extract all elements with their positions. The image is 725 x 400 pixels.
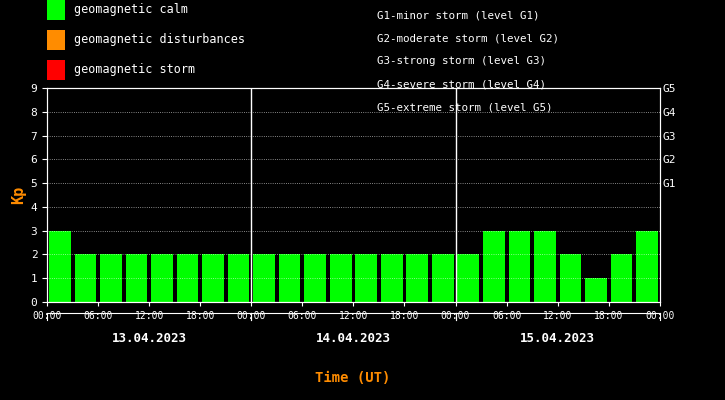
Text: G3-strong storm (level G3): G3-strong storm (level G3) <box>377 56 546 66</box>
Bar <box>177 254 199 302</box>
Y-axis label: Kp: Kp <box>12 186 27 204</box>
Text: 13.04.2023: 13.04.2023 <box>112 332 187 344</box>
Bar <box>636 231 658 302</box>
Bar <box>381 254 402 302</box>
Bar <box>75 254 96 302</box>
Bar <box>432 254 454 302</box>
Bar <box>202 254 224 302</box>
Bar <box>330 254 352 302</box>
Bar <box>585 278 607 302</box>
Bar <box>407 254 428 302</box>
Bar <box>355 254 377 302</box>
Bar <box>49 231 71 302</box>
Text: 15.04.2023: 15.04.2023 <box>520 332 595 344</box>
Text: G5-extreme storm (level G5): G5-extreme storm (level G5) <box>377 103 552 113</box>
Text: geomagnetic storm: geomagnetic storm <box>74 64 195 76</box>
Text: geomagnetic calm: geomagnetic calm <box>74 4 188 16</box>
Bar <box>534 231 556 302</box>
Bar <box>483 231 505 302</box>
Text: geomagnetic disturbances: geomagnetic disturbances <box>74 34 245 46</box>
Bar <box>279 254 300 302</box>
Bar <box>304 254 326 302</box>
Bar <box>151 254 173 302</box>
Bar <box>508 231 530 302</box>
Bar <box>100 254 122 302</box>
Text: G2-moderate storm (level G2): G2-moderate storm (level G2) <box>377 33 559 43</box>
Text: Time (UT): Time (UT) <box>315 371 391 385</box>
Bar <box>228 254 249 302</box>
Text: 14.04.2023: 14.04.2023 <box>316 332 391 344</box>
Text: G4-severe storm (level G4): G4-severe storm (level G4) <box>377 80 546 90</box>
Bar <box>125 254 147 302</box>
Bar <box>610 254 632 302</box>
Bar <box>253 254 275 302</box>
Bar <box>457 254 479 302</box>
Bar <box>560 254 581 302</box>
Text: G1-minor storm (level G1): G1-minor storm (level G1) <box>377 10 539 20</box>
